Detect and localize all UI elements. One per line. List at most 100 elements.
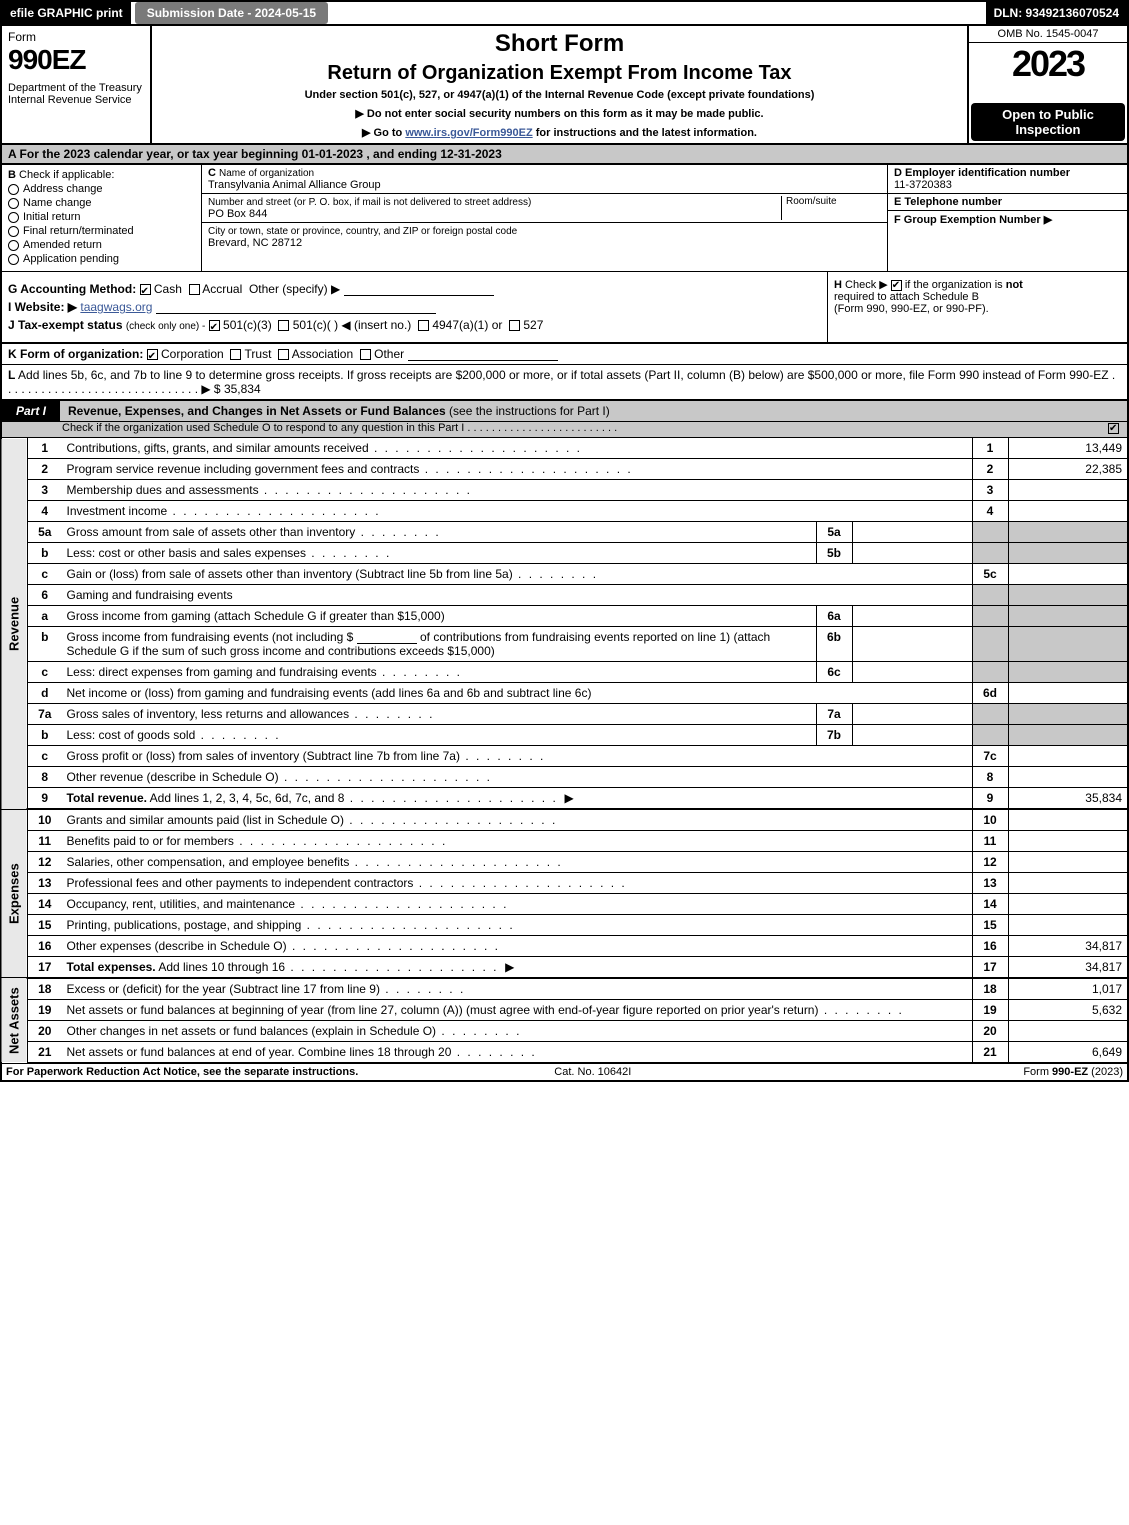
line4-num: 4: [28, 501, 62, 522]
website-link[interactable]: taagwags.org: [80, 300, 152, 314]
section-g: G Accounting Method: Cash Accrual Other …: [8, 282, 821, 296]
part1-header: Part I Revenue, Expenses, and Changes in…: [0, 401, 1129, 422]
line9-desc-bold: Total revenue.: [67, 791, 147, 805]
section-f-label: F Group Exemption Number ▶: [894, 214, 1052, 226]
line17-desc-bold: Total expenses.: [67, 960, 156, 974]
line6d-desc: Net income or (loss) from gaming and fun…: [67, 686, 592, 700]
527-label: 527: [523, 318, 543, 332]
form-label: Form: [8, 30, 144, 44]
line5c-desc: Gain or (loss) from sale of assets other…: [67, 567, 599, 581]
cb-association[interactable]: [278, 349, 289, 360]
cb-527[interactable]: [509, 320, 520, 331]
cb-other-org[interactable]: [360, 349, 371, 360]
side-expenses: Expenses: [1, 809, 28, 978]
line13-rnum: 13: [972, 873, 1008, 894]
line16-num: 16: [28, 936, 62, 957]
footer-form-prefix: Form: [1023, 1066, 1052, 1078]
other-specify-input[interactable]: [344, 295, 494, 296]
other-org-input[interactable]: [408, 360, 558, 361]
header-left: Form 990EZ Department of the Treasury In…: [2, 26, 152, 143]
line19-desc: Net assets or fund balances at beginning…: [67, 1003, 904, 1017]
h-text1: Check ▶: [845, 279, 891, 291]
line17-value: 34,817: [1008, 957, 1128, 979]
part1-title-suffix: (see the instructions for Part I): [446, 404, 610, 418]
line5c-num: c: [28, 564, 62, 585]
org-city: Brevard, NC 28712: [208, 237, 302, 249]
line5b-value: [1008, 543, 1128, 564]
line18-desc: Excess or (deficit) for the year (Subtra…: [67, 982, 466, 996]
line6c-num: c: [28, 662, 62, 683]
line8-value: [1008, 767, 1128, 788]
cb-application-pending[interactable]: Application pending: [8, 253, 195, 265]
cb-4947[interactable]: [418, 320, 429, 331]
form-number: 990EZ: [8, 44, 144, 76]
line6c-value: [1008, 662, 1128, 683]
line21-num: 21: [28, 1042, 62, 1064]
cb-h-check[interactable]: [891, 280, 902, 291]
open-to-public: Open to Public Inspection: [971, 103, 1125, 141]
line7b-desc: Less: cost of goods sold: [67, 728, 281, 742]
section-c: C Name of organization Transylvania Anim…: [202, 165, 887, 271]
cb-501c3[interactable]: [209, 320, 220, 331]
name-of-org-label: Name of organization: [219, 168, 314, 179]
cb-initial-return[interactable]: Initial return: [8, 211, 195, 223]
line6-value: [1008, 585, 1128, 606]
section-i: I Website: ▶ taagwags.org: [8, 300, 821, 314]
line3-num: 3: [28, 480, 62, 501]
ein-value: 11-3720383: [894, 179, 952, 191]
line21-rnum: 21: [972, 1042, 1008, 1064]
line6b-rnum: [972, 627, 1008, 662]
cb-schedule-o[interactable]: [1108, 423, 1119, 434]
line8-desc: Other revenue (describe in Schedule O): [67, 770, 492, 784]
line6-rnum: [972, 585, 1008, 606]
section-h: H Check ▶ if the organization is not req…: [827, 272, 1127, 342]
line4-rnum: 4: [972, 501, 1008, 522]
cb-501c[interactable]: [278, 320, 289, 331]
cb-corporation[interactable]: [147, 349, 158, 360]
form-footer: Form 990-EZ (2023): [1023, 1066, 1123, 1078]
line15-rnum: 15: [972, 915, 1008, 936]
line16-desc: Other expenses (describe in Schedule O): [67, 939, 500, 953]
j-sub: (check only one) -: [126, 321, 205, 332]
line20-desc: Other changes in net assets or fund bala…: [67, 1024, 522, 1038]
cb-cash[interactable]: [140, 284, 151, 295]
line13-desc: Professional fees and other payments to …: [67, 876, 627, 890]
part1-title: Revenue, Expenses, and Changes in Net As…: [60, 401, 1127, 421]
line19-value: 5,632: [1008, 1000, 1128, 1021]
cb-trust[interactable]: [230, 349, 241, 360]
cb-address-change[interactable]: Address change: [8, 183, 195, 195]
line6a-mn: 6a: [816, 606, 852, 627]
line10-rnum: 10: [972, 809, 1008, 831]
efile-print-label[interactable]: efile GRAPHIC print: [2, 2, 131, 24]
ssn-warning: ▶ Do not enter social security numbers o…: [160, 107, 959, 120]
cb-amended-return[interactable]: Amended return: [8, 239, 195, 251]
line9-desc: Add lines 1, 2, 3, 4, 5c, 6d, 7c, and 8: [147, 791, 558, 805]
cb-name-change[interactable]: Name change: [8, 197, 195, 209]
line5c-rnum: 5c: [972, 564, 1008, 585]
501c-label: 501(c)( ) ◀ (insert no.): [293, 318, 412, 332]
part1-sub: Check if the organization used Schedule …: [0, 422, 1129, 438]
line7c-num: c: [28, 746, 62, 767]
section-e-label: E Telephone number: [894, 196, 1002, 208]
cb-accrual[interactable]: [189, 284, 200, 295]
trust-label: Trust: [245, 347, 272, 361]
irs-link[interactable]: www.irs.gov/Form990EZ: [405, 127, 532, 139]
city-label: City or town, state or province, country…: [208, 226, 517, 237]
cb-final-return[interactable]: Final return/terminated: [8, 225, 195, 237]
section-b: B Check if applicable: Address change Na…: [2, 165, 202, 271]
org-name: Transylvania Animal Alliance Group: [208, 179, 381, 191]
j-label: J Tax-exempt status: [8, 318, 123, 332]
line6a-mv: [852, 606, 972, 627]
line19-rnum: 19: [972, 1000, 1008, 1021]
line13-value: [1008, 873, 1128, 894]
line1-rnum: 1: [972, 438, 1008, 459]
cash-label: Cash: [154, 282, 182, 296]
line8-num: 8: [28, 767, 62, 788]
h-not: not: [1006, 279, 1023, 291]
h-label: H: [834, 279, 842, 291]
line17-rnum: 17: [972, 957, 1008, 979]
line4-value: [1008, 501, 1128, 522]
topbar: efile GRAPHIC print Submission Date - 20…: [0, 0, 1129, 26]
line7a-desc: Gross sales of inventory, less returns a…: [67, 707, 435, 721]
line6d-value: [1008, 683, 1128, 704]
